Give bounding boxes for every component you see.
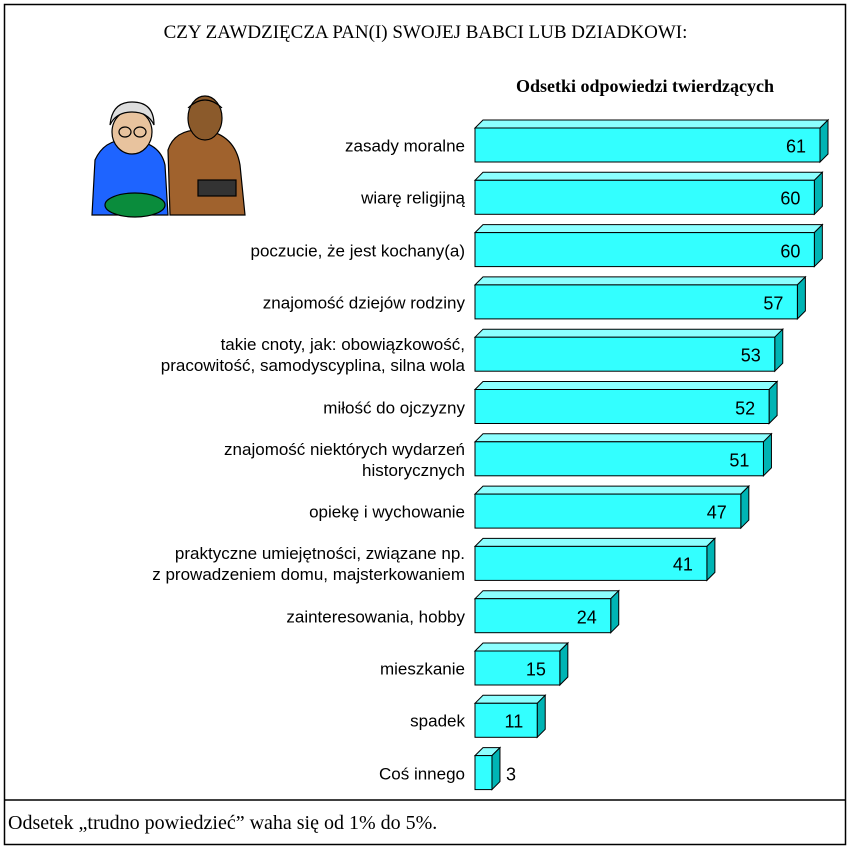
value-label: 15: [525, 659, 546, 680]
bar: [473, 537, 717, 582]
bar-face: [474, 545, 708, 581]
bar: [473, 380, 779, 425]
bar-face: [473, 433, 773, 443]
category-label: Coś innego: [378, 764, 465, 784]
bar-face: [474, 441, 764, 477]
bar: [473, 327, 784, 373]
bar-face: [474, 284, 798, 320]
bar: [473, 171, 824, 216]
category-label: mieszkanie: [379, 659, 465, 679]
bar-face: [491, 746, 501, 791]
bar-face: [813, 223, 823, 268]
bar-face: [474, 650, 561, 686]
clipart: [91, 95, 246, 218]
bar-face: [474, 336, 776, 372]
value-label: 41: [672, 554, 693, 575]
bar-face: [768, 380, 778, 425]
category-label: takie cnoty, jak: obowiązkowość, pracowi…: [160, 335, 465, 376]
category-label: zasady moralne: [344, 136, 465, 156]
bar-face: [474, 232, 815, 268]
category-label: znajomość niektórych wydarzeń historyczn…: [224, 439, 465, 480]
bar-face: [474, 493, 742, 529]
category-label: zainteresowania, hobby: [286, 607, 465, 627]
value-label: 3: [505, 764, 516, 785]
bar-face: [474, 179, 815, 215]
bar-face: [473, 590, 620, 600]
value-label: 60: [780, 188, 801, 209]
category-label: znajomość dziejów rodziny: [262, 293, 465, 313]
bar-face: [474, 389, 770, 424]
value-label: 52: [735, 398, 756, 418]
bar-face: [819, 118, 829, 164]
value-label: 53: [740, 345, 761, 366]
value-label: 11: [504, 711, 524, 732]
category-label: miłość do ojczyzny: [323, 398, 465, 417]
bar-face: [473, 328, 784, 338]
bar: [473, 432, 773, 478]
bar: [473, 589, 620, 634]
bar-face: [474, 598, 612, 634]
bar-face: [473, 642, 570, 652]
category-label: praktyczne umiejętności, związane np. z …: [152, 544, 465, 585]
bar-face: [473, 381, 779, 390]
bar: [473, 484, 751, 530]
bar-face: [473, 537, 717, 547]
bar: [473, 275, 807, 321]
bar-face: [740, 484, 750, 530]
value-label: 47: [706, 502, 727, 523]
bar-face: [474, 127, 821, 163]
frame: [3, 3, 847, 846]
category-label: poczucie, że jest kochany(a): [250, 241, 466, 261]
category-label: spadek: [410, 711, 465, 731]
bar-face: [473, 694, 547, 704]
bar-face: [473, 485, 751, 495]
bar-face: [473, 171, 824, 181]
value-label: 61: [785, 136, 806, 157]
bar: [473, 746, 502, 791]
value-label: 51: [729, 450, 750, 471]
bar: [473, 118, 830, 164]
bar-face: [474, 755, 493, 791]
chart-title: CZY ZAWDZIĘCZA PAN(I) SWOJEJ BABCI LUB D…: [163, 22, 688, 43]
bar: [473, 641, 570, 687]
bar-face: [706, 537, 716, 582]
category-label: wiarę religijną: [361, 188, 465, 208]
value-label: 57: [763, 293, 784, 314]
bar-face: [610, 589, 620, 634]
bar-face: [536, 694, 546, 739]
bar-face: [473, 224, 824, 234]
bar-face: [796, 275, 806, 321]
bar-face: [813, 171, 823, 216]
bar: [473, 223, 824, 268]
footer-note: Odsetek „trudno powiedzieć” waha się od …: [8, 812, 438, 834]
bar-face: [474, 702, 538, 738]
bar: [473, 694, 547, 739]
chart-subtitle: Odsetki odpowiedzi twierdzących: [516, 76, 774, 96]
bar-face: [559, 641, 569, 687]
value-label: 60: [780, 241, 801, 262]
category-label: opiekę i wychowanie: [309, 502, 465, 522]
bar-face: [774, 327, 784, 373]
bar-face: [473, 276, 807, 286]
bar-face: [473, 119, 830, 129]
value-label: 24: [576, 607, 597, 628]
bar-face: [762, 432, 772, 478]
